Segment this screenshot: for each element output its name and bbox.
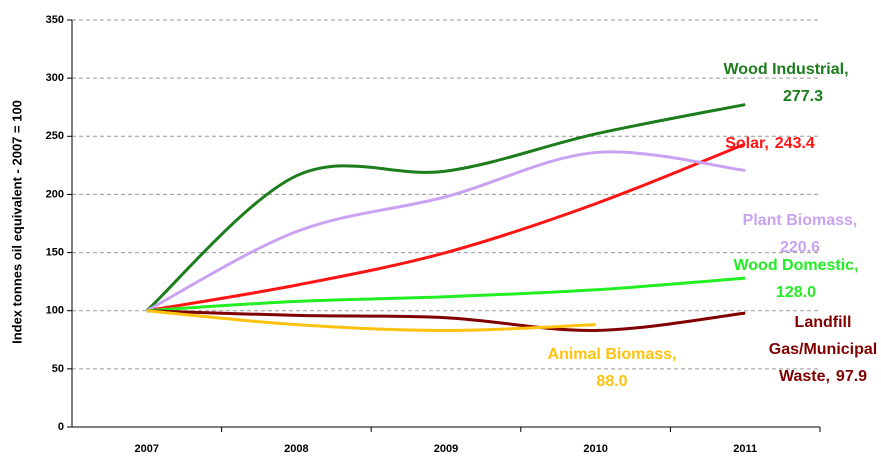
series-line xyxy=(146,309,596,332)
series-line xyxy=(146,150,746,313)
y-tick-label: 0 xyxy=(58,421,64,433)
y-tick-label: 200 xyxy=(46,188,64,200)
y-tick-label: 100 xyxy=(46,305,64,317)
x-tick-label: 2008 xyxy=(284,443,308,455)
series-line xyxy=(146,309,746,332)
series-line xyxy=(146,276,746,313)
x-tick-label: 2009 xyxy=(434,443,458,455)
series-line xyxy=(145,103,746,312)
value-label: 88.0 xyxy=(596,373,627,390)
series-label: Plant Biomass, xyxy=(743,212,858,229)
series-line xyxy=(146,142,746,313)
series-label: Animal Biomass, xyxy=(548,346,677,363)
x-tick-label: 2011 xyxy=(733,443,757,455)
y-axis-title: Index tonnes oil equivalent - 2007 = 100 xyxy=(9,100,24,344)
y-tick-label: 250 xyxy=(46,130,64,142)
series-label: Solar, xyxy=(725,135,769,152)
series-label: Waste, xyxy=(779,368,830,385)
value-label: 277.3 xyxy=(783,88,823,105)
x-tick-label: 2010 xyxy=(583,443,607,455)
y-tick-label: 150 xyxy=(46,246,64,258)
series-label: Wood Industrial, xyxy=(723,61,848,78)
series-label: Wood Domestic, xyxy=(733,257,858,274)
series-label: Gas/Municipal xyxy=(769,341,877,358)
y-tick-label: 50 xyxy=(52,363,64,375)
y-tick-label: 350 xyxy=(46,14,64,26)
series-label: Landfill xyxy=(795,314,852,331)
value-label: 128.0 xyxy=(776,284,816,301)
y-tick-label: 300 xyxy=(46,72,64,84)
x-tick-label: 2007 xyxy=(135,443,159,455)
value-label: 243.4 xyxy=(775,135,815,152)
value-label: 97.9 xyxy=(836,368,867,385)
value-label: 220.6 xyxy=(780,239,820,256)
